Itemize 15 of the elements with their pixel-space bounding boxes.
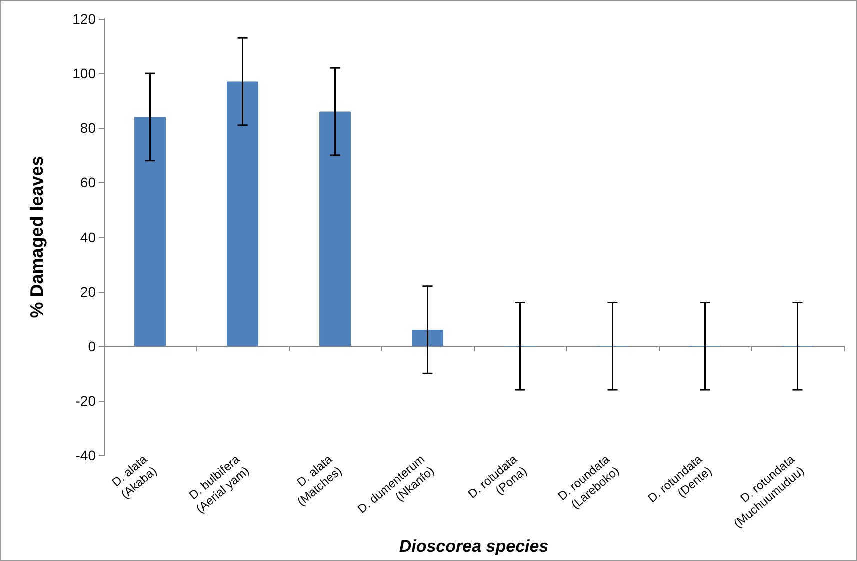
y-tick-label: 40 — [80, 229, 96, 246]
bar — [320, 112, 351, 346]
y-tick-label: -20 — [76, 392, 96, 409]
bar — [227, 82, 258, 346]
y-tick-label: 60 — [80, 174, 96, 191]
y-tick-label: 20 — [80, 284, 96, 300]
y-axis-title: % Damaged leaves — [27, 156, 47, 318]
y-tick-label: 100 — [72, 66, 96, 82]
bar — [134, 117, 166, 346]
bar — [412, 330, 444, 346]
y-tick-label: 80 — [80, 120, 96, 136]
y-tick-label: 0 — [88, 338, 96, 354]
x-axis-title: Dioscorea species — [399, 537, 549, 556]
y-tick-label: 120 — [72, 11, 96, 27]
y-tick-label: -40 — [76, 448, 96, 464]
